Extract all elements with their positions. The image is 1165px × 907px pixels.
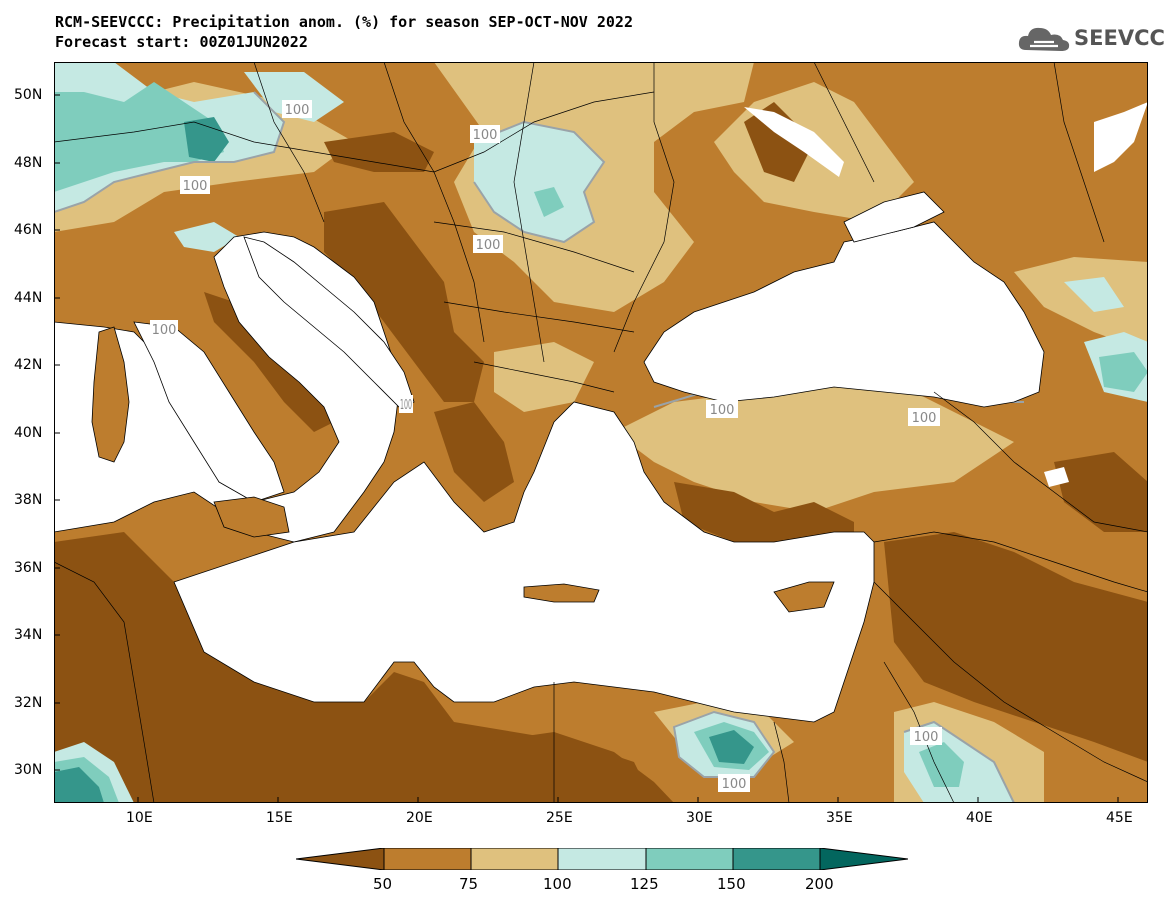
lake-east [1094, 102, 1148, 172]
colorbar-tick-125: 125 [630, 875, 659, 893]
title-line-1: RCM-SEEVCCC: Precipitation anom. (%) for… [55, 13, 633, 31]
contour-label-7: 100 [908, 408, 940, 426]
colorbar-gt200 [819, 848, 908, 870]
sicily [213, 496, 290, 538]
contour-label-8: 100 [718, 774, 750, 792]
field-75-100-hungary [434, 62, 754, 312]
lon-label-45e: 45E [1106, 810, 1133, 826]
contour-label-text-3: 100 [183, 179, 208, 194]
cloud-icon [1018, 27, 1070, 51]
contour-label-10: 100 [399, 395, 413, 413]
field-125-150-germany [54, 82, 224, 192]
corsica-sardinia [91, 326, 130, 463]
colorbar-100-125 [557, 848, 647, 870]
field-75-100-caucasus [1014, 257, 1148, 352]
lat-label-36n: 36N [14, 560, 43, 576]
cyprus [773, 581, 835, 613]
field-lt50-black-sea-north [744, 102, 814, 182]
title-line-2: Forecast start: 00Z01JUN2022 [55, 33, 308, 51]
field-125-150-romania [534, 187, 564, 217]
colorbar [296, 848, 908, 870]
contour-label-text-1: 100 [285, 103, 310, 118]
lat-label-48n: 48N [14, 155, 43, 171]
contour-label-1: 100 [282, 100, 312, 118]
chart-title: RCM-SEEVCCC: Precipitation anom. (%) for… [55, 12, 633, 52]
contour-label-2: 100 [470, 125, 500, 143]
field-lt50-balkans [324, 202, 484, 402]
lat-label-38n: 38N [14, 492, 43, 508]
field-lt50-turkey-south [674, 482, 854, 552]
field-100-125-po-valley [174, 222, 239, 252]
field-150-200-sinai [709, 730, 754, 764]
field-150-200-libya [54, 767, 104, 803]
lon-label-30e: 30E [686, 810, 713, 826]
contour-label-text-8: 100 [722, 777, 747, 792]
colorbar-tick-50: 50 [373, 875, 393, 893]
ticks [54, 94, 1119, 803]
lat-label-40n: 40N [14, 425, 43, 441]
contour-label-text-6: 100 [710, 403, 735, 418]
lat-label-44n: 44N [14, 290, 43, 306]
logo-text: SEEVCCC [1074, 26, 1165, 50]
field-lt50-italy [204, 292, 334, 432]
field-lt50-egypt [474, 732, 674, 803]
eastern-mediterranean [173, 401, 875, 723]
lon-label-35e: 35E [826, 810, 853, 826]
contour-label-9: 100 [910, 727, 942, 745]
lake-van [1044, 467, 1069, 487]
field-75-100-balkan [494, 342, 594, 412]
precipitation-anomaly-map: 100 100 100 100 100 100 100 100 [54, 62, 1148, 803]
colorbar-tick-200: 200 [805, 875, 834, 893]
colorbar-125-150 [645, 848, 734, 870]
colorbar-tick-150: 150 [717, 875, 746, 893]
lat-label-34n: 34N [14, 627, 43, 643]
field-100-125-caucasus-north [1064, 277, 1124, 312]
colorbar-lt50 [296, 848, 385, 870]
field-lt50-austria [324, 132, 434, 172]
field-lt50-north-africa [54, 532, 654, 803]
colorbar-tick-75: 75 [459, 875, 479, 893]
contour-label-text-5: 100 [152, 323, 177, 338]
field-100-125-czech [244, 72, 344, 122]
contour-label-text-9: 100 [914, 730, 939, 745]
lat-label-50n: 50N [14, 87, 43, 103]
contour-label-text-7: 100 [912, 411, 937, 426]
lon-label-25e: 25E [546, 810, 573, 826]
field-lt50-syria-iraq [884, 532, 1148, 762]
adriatic-sea [243, 236, 415, 408]
country-borders [54, 62, 1148, 803]
lat-label-42n: 42N [14, 357, 43, 373]
lat-label-32n: 32N [14, 695, 43, 711]
field-125-150-georgia [1099, 352, 1148, 392]
field-150-200-germany [184, 117, 229, 162]
lon-label-15e: 15E [266, 810, 293, 826]
lake-north [744, 107, 844, 177]
contour-label-3: 100 [180, 176, 210, 194]
crete [523, 583, 600, 603]
contour-label-text-10: 100 [400, 398, 412, 413]
black-sea [643, 221, 1045, 408]
sea-of-azov [843, 191, 945, 243]
field-lt50-east-turkey [1054, 452, 1148, 532]
lat-label-46n: 46N [14, 222, 43, 238]
colorbar-50-75 [383, 848, 472, 870]
colorbar-tick-100: 100 [543, 875, 572, 893]
lon-label-20e: 20E [406, 810, 433, 826]
contour-label-text-2: 100 [473, 128, 498, 143]
colorbar-75-100 [470, 848, 559, 870]
tyrrhenian-sea [133, 321, 285, 503]
contour-label-text-4: 100 [476, 238, 501, 253]
contour-label-4: 100 [473, 235, 503, 253]
seevccc-logo: SEEVCCC [1016, 22, 1165, 56]
colorbar-150-200 [732, 848, 821, 870]
field-lt50-greece [434, 402, 514, 502]
contour-label-5: 100 [150, 320, 178, 338]
lon-label-40e: 40E [966, 810, 993, 826]
field-100-125-romania [474, 122, 604, 242]
lon-label-10e: 10E [126, 810, 153, 826]
lat-label-30n: 30N [14, 762, 43, 778]
contour-label-6: 100 [706, 400, 738, 418]
